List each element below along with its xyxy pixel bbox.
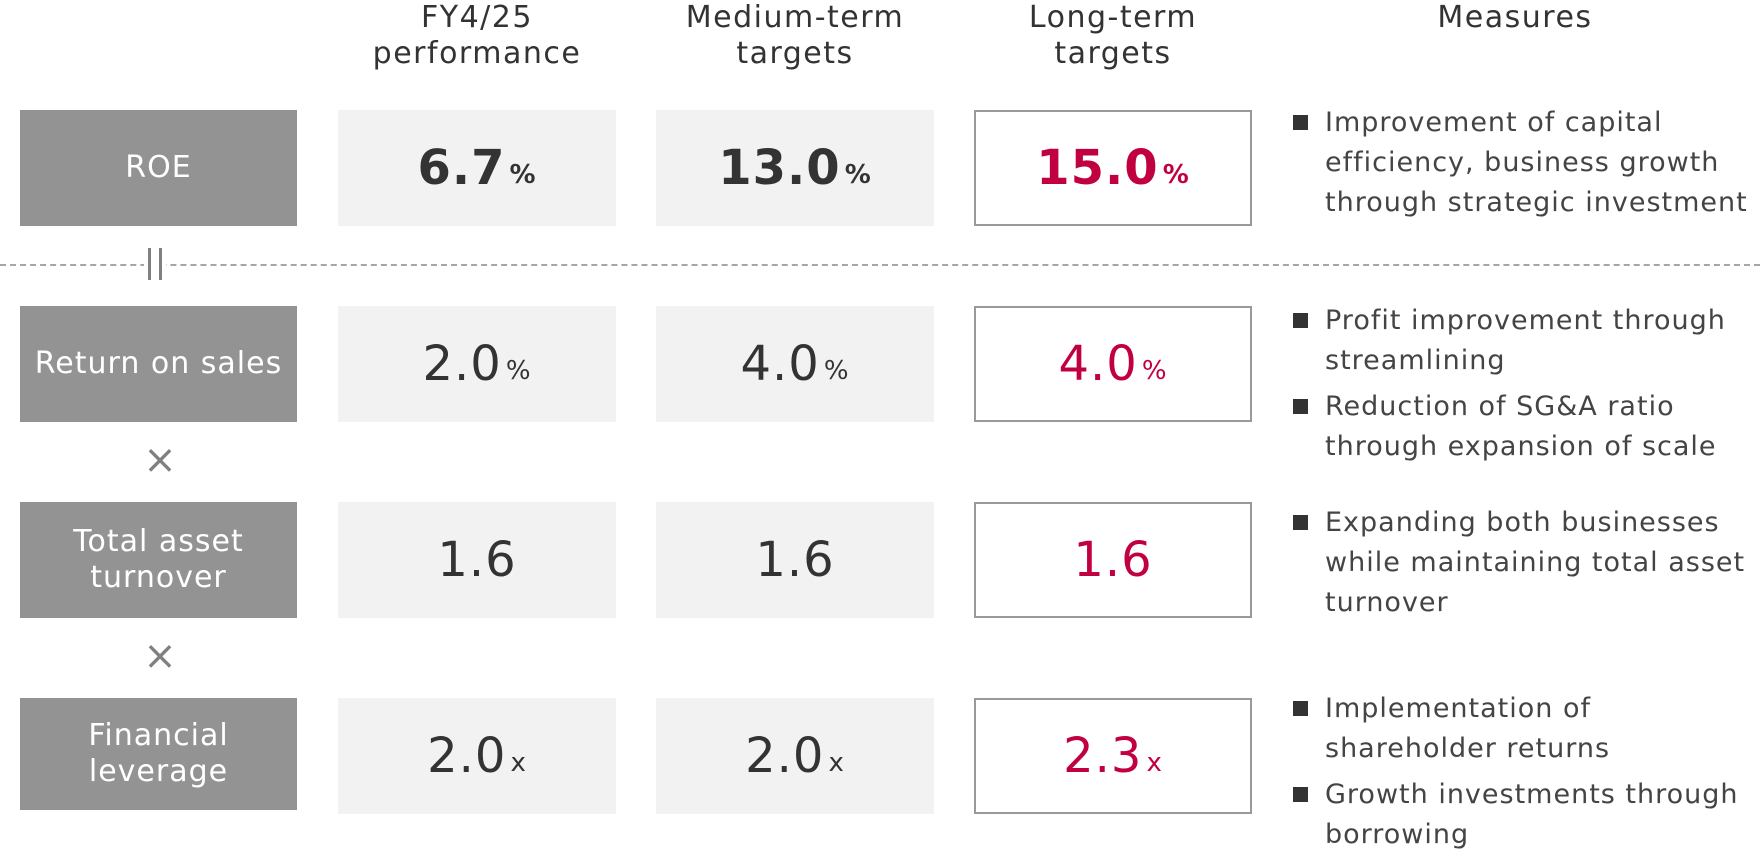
value-unit: x [1146, 748, 1163, 778]
measures-total-asset-turnover: Expanding both businesses while maintain… [1293, 503, 1753, 629]
times-operator: × [143, 633, 177, 679]
value-ros-long: 4.0% [974, 306, 1252, 422]
value-tat-medium: 1.6 [656, 502, 934, 618]
label-financial-leverage: Financial leverage [20, 698, 297, 810]
measures-return-on-sales: Profit improvement through streamlining … [1293, 301, 1753, 473]
measure-item: Profit improvement through streamlining [1293, 301, 1753, 381]
value-ros-performance: 2.0% [338, 306, 616, 422]
value-number: 2.0 [427, 728, 507, 784]
value-unit: % [509, 160, 537, 190]
value-number: 2.0 [422, 336, 502, 392]
header-measures: Measures [1437, 0, 1593, 35]
value-unit: % [844, 160, 872, 190]
measures-roe: Improvement of capital efficiency, busin… [1293, 103, 1753, 229]
value-number: 15.0 [1036, 140, 1159, 196]
header-long-term: Long-term targets [1028, 0, 1198, 71]
value-tat-performance: 1.6 [338, 502, 616, 618]
value-number: 13.0 [718, 140, 841, 196]
header-performance: FY4/25 performance [372, 0, 582, 71]
value-number: 2.3 [1063, 728, 1143, 784]
value-number: 6.7 [417, 140, 506, 196]
value-number: 2.0 [745, 728, 825, 784]
value-unit: x [828, 748, 845, 778]
equals-operator [144, 248, 166, 280]
value-number: 4.0 [740, 336, 820, 392]
value-ros-medium: 4.0% [656, 306, 934, 422]
value-roe-long: 15.0% [974, 110, 1252, 226]
measure-item: Reduction of SG&A ratio through expansio… [1293, 387, 1753, 467]
header-medium-term: Medium-term targets [685, 0, 905, 71]
measure-item: Improvement of capital efficiency, busin… [1293, 103, 1753, 223]
measures-financial-leverage: Implementation of shareholder returns Gr… [1293, 689, 1753, 861]
value-unit: % [823, 356, 850, 386]
label-return-on-sales: Return on sales [20, 306, 297, 422]
value-roe-medium: 13.0% [656, 110, 934, 226]
label-roe: ROE [20, 110, 297, 226]
value-unit: x [510, 748, 527, 778]
label-total-asset-turnover: Total asset turnover [20, 502, 297, 618]
value-unit: % [1162, 160, 1190, 190]
value-unit: % [505, 356, 532, 386]
value-fl-medium: 2.0 x [656, 698, 934, 814]
measure-item: Expanding both businesses while maintain… [1293, 503, 1753, 623]
value-roe-performance: 6.7% [338, 110, 616, 226]
value-number: 4.0 [1058, 336, 1138, 392]
value-number: 1.6 [437, 532, 517, 588]
value-tat-long: 1.6 [974, 502, 1252, 618]
value-number: 1.6 [1073, 532, 1153, 588]
separator-line [0, 264, 1760, 266]
measure-item: Growth investments through borrowing [1293, 775, 1753, 855]
value-unit: % [1141, 356, 1168, 386]
value-number: 1.6 [755, 532, 835, 588]
measure-item: Implementation of shareholder returns [1293, 689, 1753, 769]
value-fl-long: 2.3 x [974, 698, 1252, 814]
value-fl-performance: 2.0 x [338, 698, 616, 814]
times-operator: × [143, 437, 177, 483]
